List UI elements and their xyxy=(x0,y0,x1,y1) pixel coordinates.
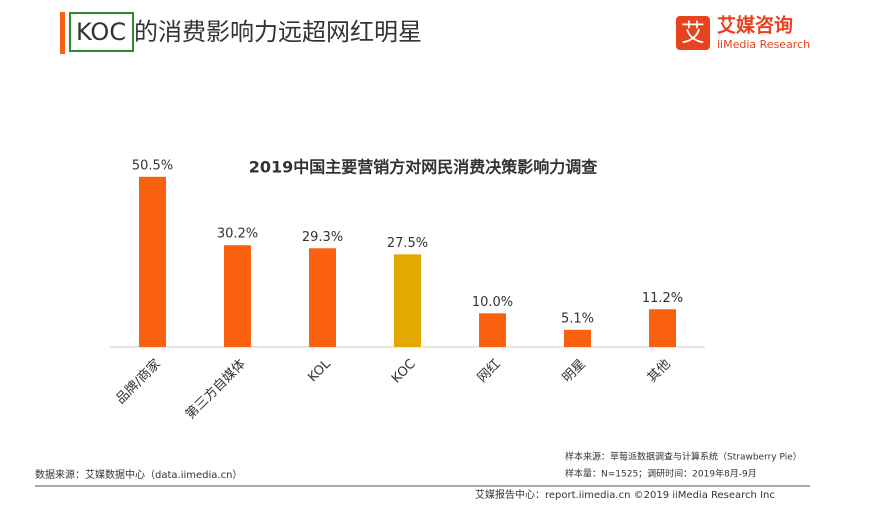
value-label: 11.2% xyxy=(642,291,683,306)
bar xyxy=(479,313,506,347)
report-center: 艾媒报告中心：report.iimedia.cn ©2019 iiMedia R… xyxy=(475,488,775,501)
value-label: 29.3% xyxy=(302,230,343,245)
title-highlight: KOC xyxy=(76,18,126,46)
slide-title: 的消费影响力远超网红明星 xyxy=(134,18,422,46)
value-label: 50.5% xyxy=(132,158,173,173)
x-tick-label: 第三方自媒体 xyxy=(182,356,248,422)
sample-source: 样本来源：草莓派数据调查与计算系统（Strawberry Pie） xyxy=(565,451,802,463)
x-tick-label: KOC xyxy=(389,357,419,387)
value-label: 30.2% xyxy=(217,227,258,242)
bar xyxy=(649,309,676,347)
bar xyxy=(394,254,421,347)
logo-en: iiMedia Research xyxy=(717,38,810,51)
title-accent xyxy=(60,12,65,54)
logo-cn: 艾媒咨询 xyxy=(717,14,793,37)
bar xyxy=(139,176,166,347)
bar xyxy=(309,248,336,347)
x-tick-label: KOL xyxy=(305,356,334,385)
x-tick-label: 网红 xyxy=(474,356,504,386)
x-tick-label: 明星 xyxy=(560,357,589,386)
logo-mark: 艾 xyxy=(681,19,705,47)
sample-size: 样本量：N=1525；调研时间：2019年8月-9月 xyxy=(565,468,757,480)
bar xyxy=(564,329,591,347)
x-tick-label: 其他 xyxy=(645,357,674,386)
highlight-box xyxy=(69,12,134,52)
logo-icon xyxy=(676,16,710,50)
value-label: 10.0% xyxy=(472,295,513,310)
value-label: 5.1% xyxy=(561,311,594,326)
bar xyxy=(224,245,251,347)
data-source: 数据来源：艾媒数据中心（data.iimedia.cn） xyxy=(35,468,242,481)
value-label: 27.5% xyxy=(387,236,428,251)
x-tick-label: 品牌/商家 xyxy=(113,356,164,407)
chart-title: 2019中国主要营销方对网民消费决策影响力调查 xyxy=(249,158,598,177)
